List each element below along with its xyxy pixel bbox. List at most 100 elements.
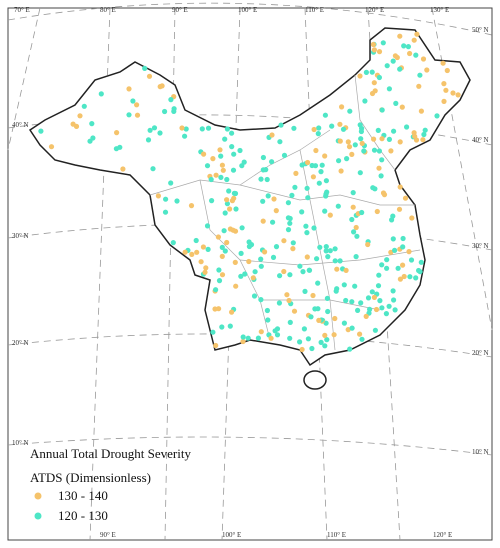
station xyxy=(344,156,350,162)
station xyxy=(231,151,237,157)
graticule-label: 110° E xyxy=(327,531,346,539)
station xyxy=(406,249,412,255)
station xyxy=(258,176,264,182)
graticule-label: 110° E xyxy=(305,6,324,14)
province-borders xyxy=(149,74,421,351)
station xyxy=(355,307,361,313)
station xyxy=(353,224,359,231)
station xyxy=(346,144,353,150)
station xyxy=(323,248,329,254)
station xyxy=(331,332,337,338)
station xyxy=(222,210,228,216)
station xyxy=(70,121,76,127)
station xyxy=(376,49,383,55)
station xyxy=(323,320,329,326)
station xyxy=(77,113,83,119)
station xyxy=(434,113,440,119)
station xyxy=(417,269,423,275)
station xyxy=(352,283,358,289)
station xyxy=(316,317,322,323)
station xyxy=(233,283,239,289)
station xyxy=(313,147,319,154)
station xyxy=(359,140,365,146)
station xyxy=(142,65,148,71)
station xyxy=(293,170,299,176)
station xyxy=(291,308,298,314)
station xyxy=(325,308,331,315)
station xyxy=(89,121,95,127)
station xyxy=(309,162,315,169)
station xyxy=(215,234,221,240)
station xyxy=(392,247,398,253)
country-outline xyxy=(28,27,471,367)
station xyxy=(424,67,430,73)
station xyxy=(287,220,293,226)
station xyxy=(379,157,385,163)
station xyxy=(219,253,225,259)
station xyxy=(238,250,244,256)
station xyxy=(168,97,174,103)
stations xyxy=(38,31,461,353)
station xyxy=(359,336,365,342)
station xyxy=(227,206,233,212)
station xyxy=(305,159,311,166)
station xyxy=(407,50,413,57)
graticule-label: 90° E xyxy=(100,531,116,539)
station xyxy=(370,41,376,48)
station xyxy=(194,249,200,255)
station xyxy=(358,300,364,306)
station xyxy=(258,263,264,269)
station xyxy=(341,320,347,326)
station xyxy=(242,271,248,277)
station xyxy=(145,137,152,143)
station xyxy=(297,263,303,269)
station xyxy=(333,288,339,294)
graticule-label: 10° N xyxy=(472,448,489,456)
graticule-label: 30° N xyxy=(472,242,489,250)
station xyxy=(304,254,310,260)
station xyxy=(353,254,359,260)
station xyxy=(417,72,423,78)
station xyxy=(203,265,209,271)
station xyxy=(400,244,406,250)
station xyxy=(224,201,230,207)
graticule-labels: 70° E 80° E 90° E 100° E 110° E 120° E 130° E 9… xyxy=(12,6,489,539)
graticule-label: 50° N xyxy=(472,26,489,34)
station xyxy=(347,346,353,352)
station xyxy=(363,69,369,75)
station xyxy=(343,297,349,304)
station xyxy=(226,188,232,194)
station xyxy=(369,289,375,295)
station xyxy=(317,244,323,250)
station xyxy=(357,170,363,176)
station xyxy=(198,259,204,265)
station xyxy=(322,112,328,118)
graticule-label: 90° E xyxy=(172,6,188,14)
graticule-label: 100° E xyxy=(238,6,257,14)
station xyxy=(258,297,264,303)
station xyxy=(230,167,237,173)
station xyxy=(229,198,235,204)
station xyxy=(238,273,244,279)
station xyxy=(323,178,329,184)
station xyxy=(365,295,372,301)
station xyxy=(343,267,349,273)
graticule-label: 80° E xyxy=(100,6,116,14)
station xyxy=(220,167,226,173)
station xyxy=(450,90,456,96)
station xyxy=(260,198,266,204)
station xyxy=(281,238,287,244)
station xyxy=(297,339,303,345)
station xyxy=(182,133,188,139)
station xyxy=(386,303,392,309)
station xyxy=(171,106,177,112)
station xyxy=(332,315,338,322)
station xyxy=(219,162,225,168)
station xyxy=(441,98,447,104)
station xyxy=(397,33,403,39)
graticule-label: 20° N xyxy=(12,339,29,347)
station xyxy=(208,176,214,183)
station xyxy=(271,196,277,202)
station xyxy=(212,306,218,312)
station xyxy=(309,345,315,352)
